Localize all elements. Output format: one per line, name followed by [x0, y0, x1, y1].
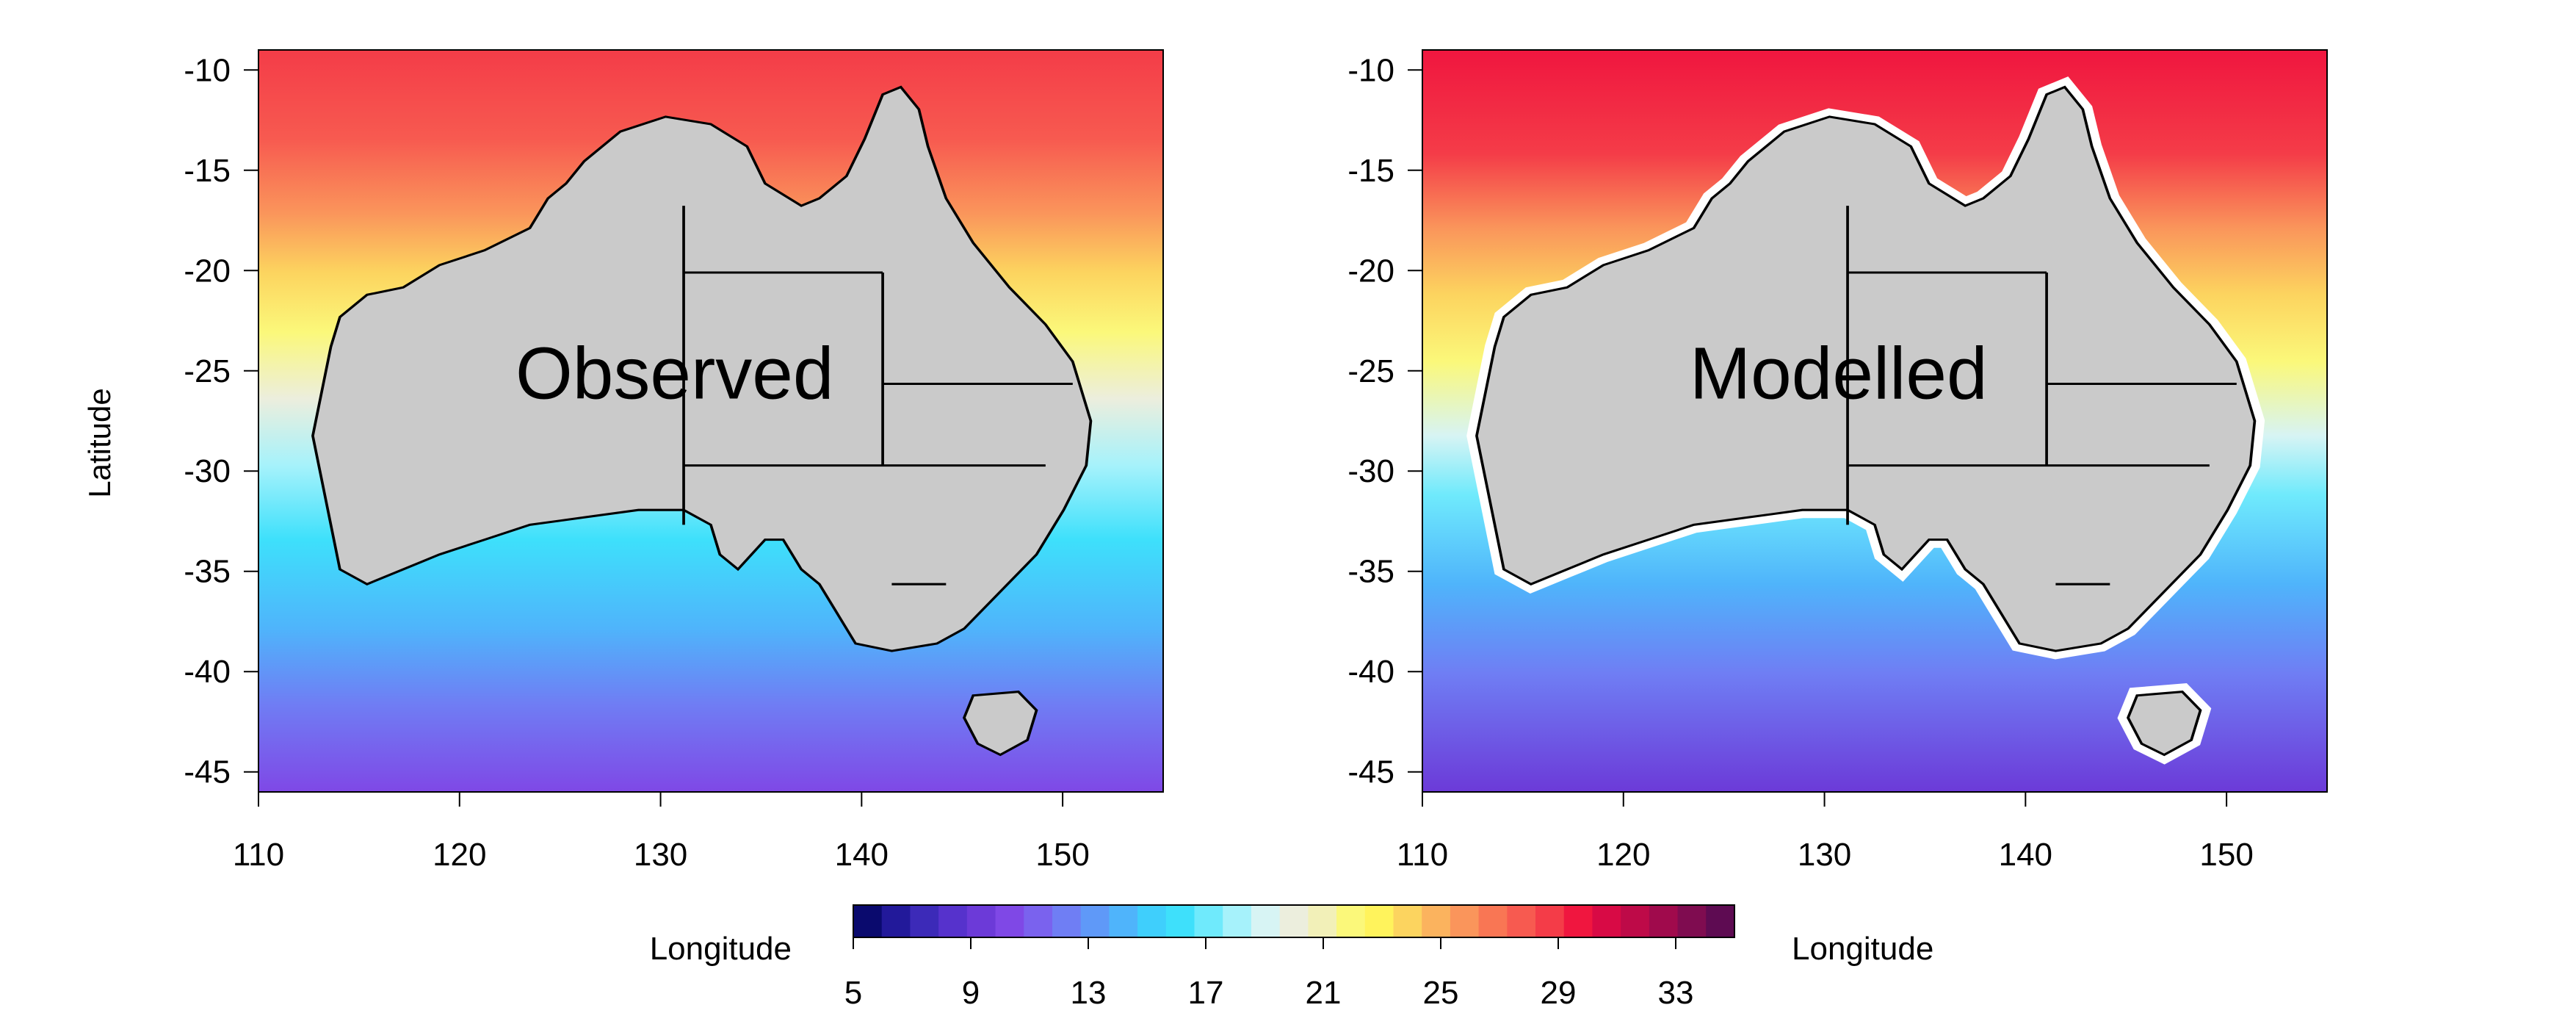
x-tick-label: 120	[433, 837, 486, 873]
colorbar-swatch	[966, 905, 996, 937]
x-tick-label: 140	[1999, 837, 2052, 873]
colorbar-swatch	[1649, 905, 1679, 937]
x-tick-label: 140	[835, 837, 889, 873]
colorbar-swatch	[1251, 905, 1281, 937]
x-tick-label: 130	[1798, 837, 1851, 873]
y-tick-label: -25	[184, 353, 231, 389]
colorbar-tick-label: 21	[1306, 975, 1342, 1011]
x-tick-label: 110	[1397, 837, 1448, 873]
panel-label: Modelled	[1690, 333, 1988, 415]
y-tick-label: -10	[184, 52, 231, 88]
y-tick-label: -40	[1347, 654, 1394, 690]
y-tick-label: -30	[184, 453, 231, 489]
colorbar-swatch	[1422, 905, 1451, 937]
y-tick-label: -45	[184, 754, 231, 790]
colorbar-tick-label: 13	[1071, 975, 1107, 1011]
panel-frame	[258, 49, 1164, 793]
colorbar-swatch	[1563, 905, 1593, 937]
panel-frame	[1422, 49, 2328, 793]
x-tick-label: 150	[2199, 837, 2253, 873]
y-axis-label: Latitude	[82, 388, 117, 497]
colorbar-tick-label: 29	[1541, 975, 1577, 1011]
colorbar-swatch	[1364, 905, 1394, 937]
colorbar-swatch	[1592, 905, 1621, 937]
colorbar-swatch	[1024, 905, 1053, 937]
y-tick-label: -35	[1347, 554, 1394, 590]
colorbar-swatch	[910, 905, 939, 937]
colorbar-swatch	[1308, 905, 1337, 937]
y-tick-label: -25	[1347, 353, 1394, 389]
colorbar-swatch	[853, 905, 883, 937]
colorbar-swatch	[881, 905, 911, 937]
colorbar-swatch	[1450, 905, 1480, 937]
panel-label: Observed	[515, 333, 834, 415]
colorbar-swatch	[1478, 905, 1508, 937]
colorbar-swatch	[1507, 905, 1536, 937]
x-tick-label: 150	[1035, 837, 1089, 873]
colorbar-swatch	[1621, 905, 1650, 937]
y-tick-label: -20	[184, 253, 231, 289]
colorbar-swatch	[1706, 905, 1735, 937]
colorbar-swatch	[1223, 905, 1252, 937]
y-tick-label: -35	[184, 554, 231, 590]
y-tick-label: -15	[184, 153, 231, 189]
y-tick-label: -20	[1347, 253, 1394, 289]
colorbar-right-label: Longitude	[1792, 931, 1933, 967]
colorbar-tick-label: 25	[1423, 975, 1459, 1011]
y-tick-label: -45	[1347, 754, 1394, 790]
x-tick-label: 110	[233, 837, 284, 873]
observed-map-panel: Observed 110 120 130 140 150 -10 -15 -20 -25 -30 -3…	[184, 49, 1164, 873]
colorbar-swatch	[1393, 905, 1422, 937]
colorbar-swatch	[1080, 905, 1110, 937]
y-tick-label: -10	[1347, 52, 1394, 88]
colorbar-tick-label: 9	[962, 975, 980, 1011]
y-tick-label: -40	[184, 654, 231, 690]
colorbar-swatch	[1194, 905, 1223, 937]
colorbar-swatch	[1677, 905, 1707, 937]
colorbar-tick-label: 5	[844, 975, 862, 1011]
colorbar-swatch	[1052, 905, 1082, 937]
colorbar-swatch	[1137, 905, 1167, 937]
y-tick-label: -30	[1347, 453, 1394, 489]
colorbar-swatch	[1279, 905, 1309, 937]
colorbar-tick-label: 17	[1188, 975, 1224, 1011]
colorbar-swatch	[1535, 905, 1565, 937]
colorbar-tick-label: 33	[1658, 975, 1694, 1011]
colorbar-swatch	[995, 905, 1024, 937]
modelled-map-panel: Modelled 110 120 130 140 150 -10 -15 -20 -25 -30 -3…	[1347, 49, 2328, 873]
colorbar-swatch	[1165, 905, 1195, 937]
colorbar-left-label: Longitude	[650, 931, 792, 967]
temperature-colorbar: 5 9 13 17 21 25 29 33	[844, 904, 1735, 1011]
x-tick-label: 130	[634, 837, 687, 873]
y-tick-label: -15	[1347, 153, 1394, 189]
colorbar-swatch	[938, 905, 968, 937]
x-tick-label: 120	[1596, 837, 1650, 873]
colorbar-frame	[853, 904, 1735, 938]
colorbar-swatch	[1336, 905, 1366, 937]
colorbar-swatch	[1109, 905, 1138, 937]
